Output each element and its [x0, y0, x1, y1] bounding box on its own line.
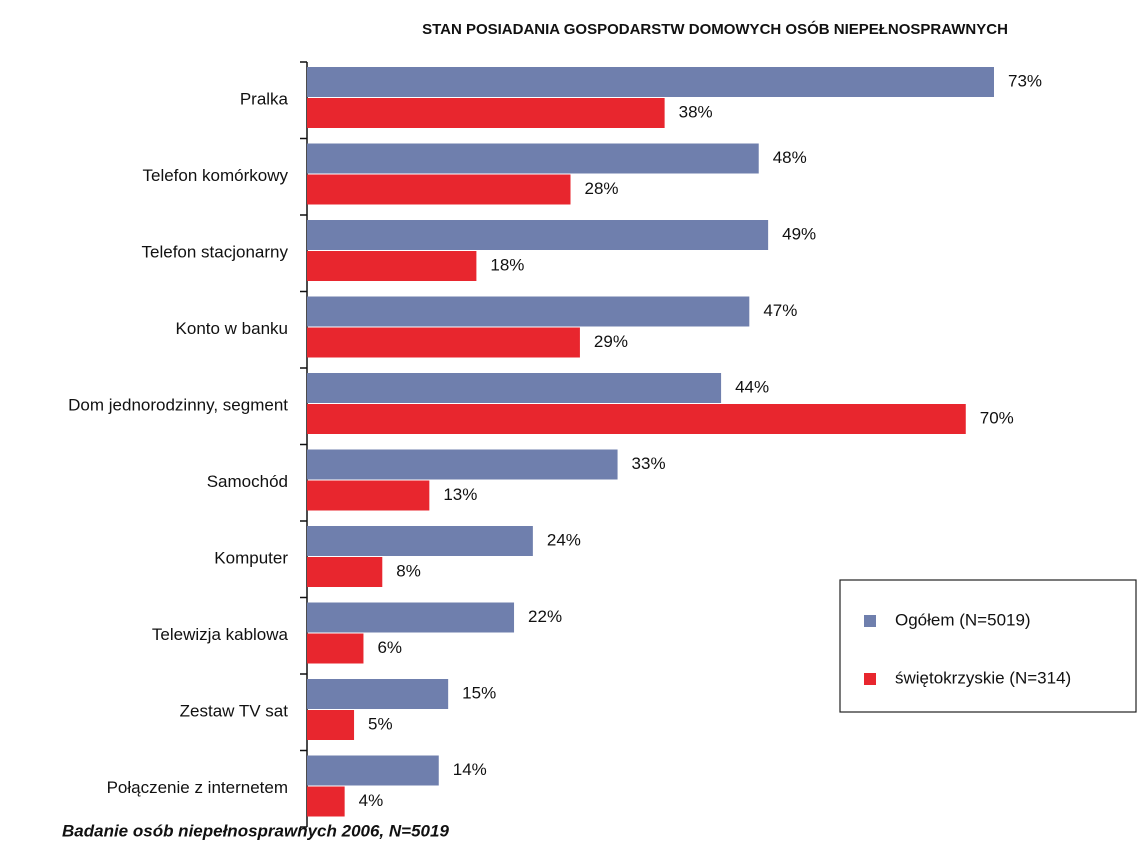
category-label: Telefon komórkowy — [142, 166, 288, 185]
value-label: 22% — [528, 607, 562, 626]
bar — [307, 449, 618, 480]
value-label: 33% — [632, 454, 666, 473]
legend-label: świętokrzyskie (N=314) — [895, 668, 1071, 687]
bar — [307, 526, 533, 556]
category-label: Połączenie z internetem — [107, 778, 288, 797]
category-label: Zestaw TV sat — [180, 702, 289, 721]
value-label: 49% — [782, 224, 816, 243]
bar — [307, 404, 966, 434]
value-label: 15% — [462, 683, 496, 702]
bar — [307, 296, 750, 327]
bar — [307, 633, 364, 664]
value-label: 28% — [585, 179, 619, 198]
bar — [307, 98, 665, 128]
value-label: 29% — [594, 332, 628, 351]
category-label: Telewizja kablowa — [152, 625, 289, 644]
value-label: 73% — [1008, 71, 1042, 90]
value-label: 13% — [443, 485, 477, 504]
bar — [307, 143, 759, 174]
bar — [307, 755, 439, 786]
value-label: 44% — [735, 377, 769, 396]
value-label: 4% — [359, 791, 384, 810]
category-label: Samochód — [207, 472, 288, 491]
footnote: Badanie osób niepełnosprawnych 2006, N=5… — [62, 821, 449, 840]
value-label: 18% — [490, 255, 524, 274]
category-label: Telefon stacjonarny — [142, 243, 289, 262]
category-label: Dom jednorodzinny, segment — [68, 396, 288, 415]
category-label: Konto w banku — [176, 319, 288, 338]
bar — [307, 679, 449, 709]
bar — [307, 602, 515, 633]
value-label: 6% — [377, 638, 402, 657]
value-label: 47% — [763, 301, 797, 320]
value-label: 38% — [679, 102, 713, 121]
legend-box — [839, 579, 1137, 713]
bar — [307, 327, 580, 358]
value-label: 14% — [453, 760, 487, 779]
value-label: 24% — [547, 530, 581, 549]
value-label: 5% — [368, 714, 393, 733]
chart-title: STAN POSIADANIA GOSPODARSTW DOMOWYCH OSÓ… — [422, 20, 1008, 38]
legend-label: Ogółem (N=5019) — [895, 610, 1031, 629]
category-label: Komputer — [214, 549, 288, 568]
legend-swatch — [864, 615, 876, 627]
bar — [307, 786, 345, 817]
legend-swatch — [864, 673, 876, 685]
value-label: 48% — [773, 148, 807, 167]
bar — [307, 220, 769, 250]
value-label: 70% — [980, 408, 1014, 427]
bar — [307, 480, 430, 511]
bar — [307, 373, 722, 403]
bar — [307, 251, 477, 281]
value-label: 8% — [396, 561, 421, 580]
bar — [307, 557, 383, 587]
bar — [307, 174, 571, 205]
category-label: Pralka — [240, 90, 289, 109]
bar — [307, 710, 355, 740]
bar — [307, 67, 994, 97]
